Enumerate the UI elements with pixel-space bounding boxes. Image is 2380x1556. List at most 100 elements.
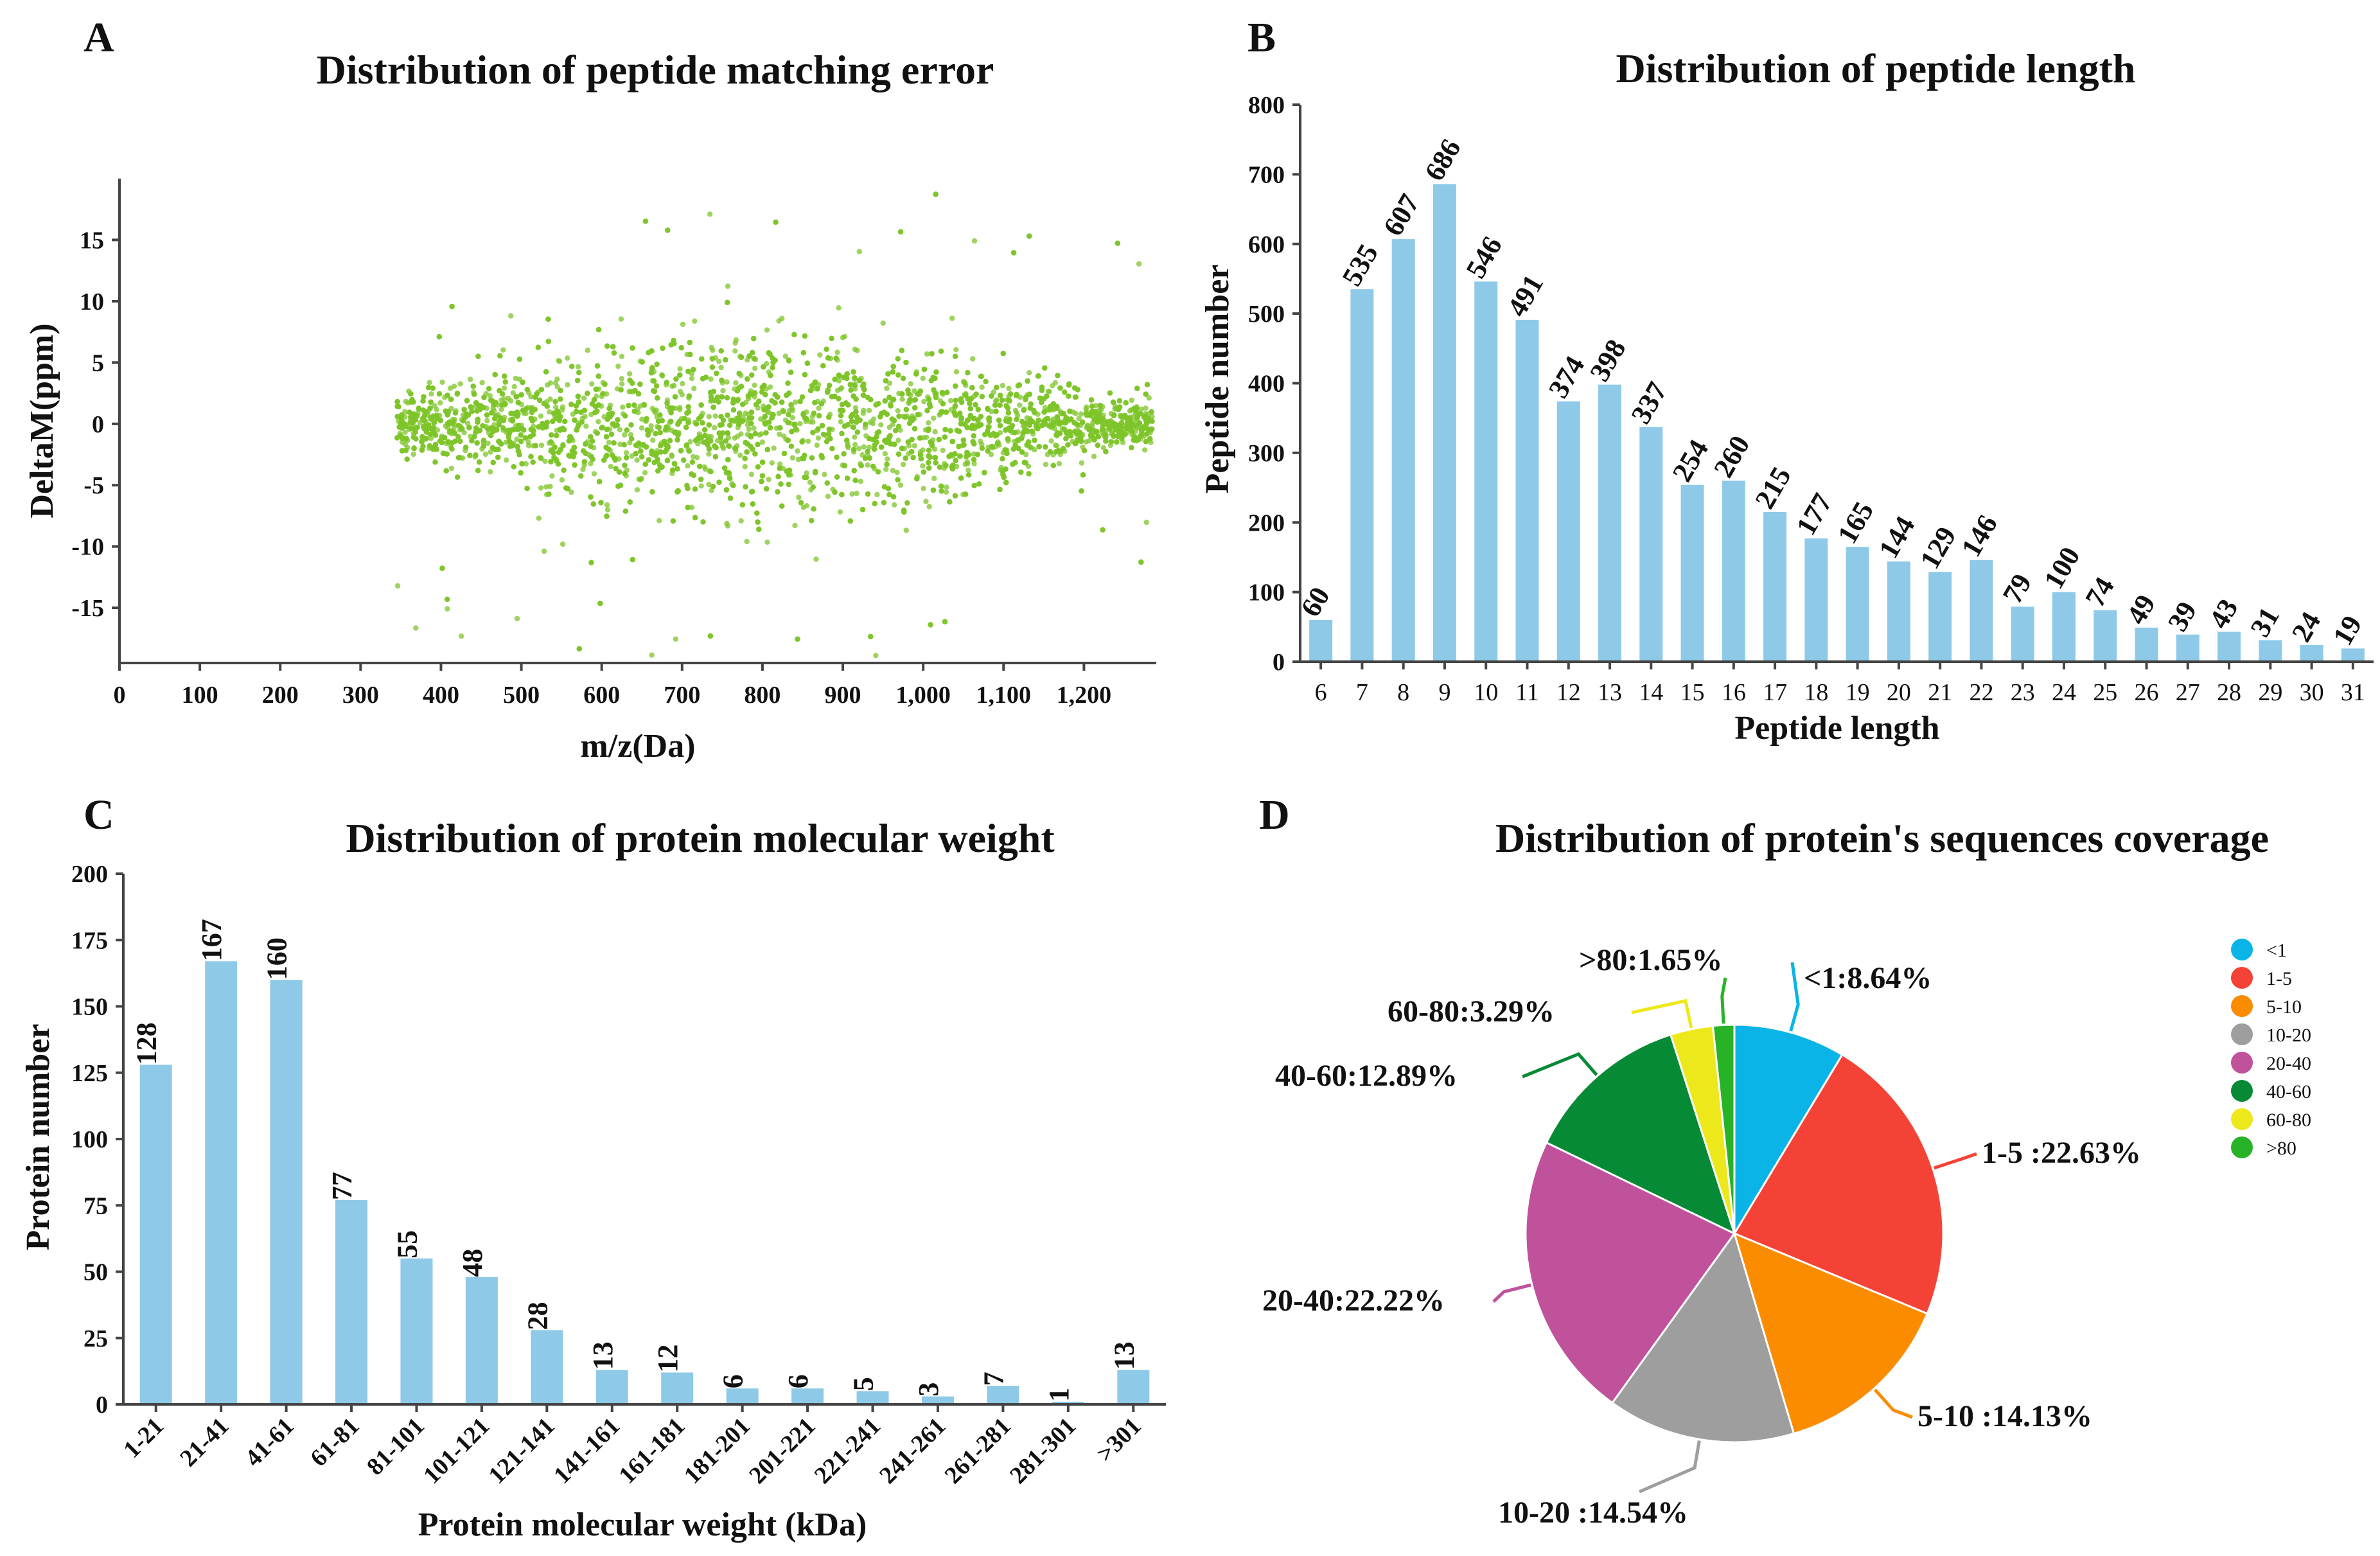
scatter-point <box>775 394 780 400</box>
scatter-point <box>565 355 570 361</box>
scatter-point <box>575 364 581 369</box>
scatter-point <box>973 391 979 397</box>
scatter-point <box>1023 452 1029 457</box>
scatter-point <box>1146 395 1152 401</box>
scatter-point <box>964 450 970 455</box>
scatter-point <box>759 459 766 465</box>
scatter-point <box>875 469 881 475</box>
scatter-point <box>618 316 624 322</box>
scatter-point <box>660 345 666 351</box>
scatter-point <box>749 372 755 378</box>
scatter-point <box>1086 438 1092 444</box>
scatter-point <box>569 489 574 495</box>
scatter-point <box>861 444 867 450</box>
scatter-point <box>622 508 629 514</box>
scatter-point <box>812 470 818 475</box>
scatter-point <box>1046 389 1052 394</box>
scatter-point <box>417 420 423 426</box>
scatter-point <box>944 389 950 395</box>
scatter-point <box>514 436 520 442</box>
scatter-point <box>920 463 926 469</box>
scatter-point <box>493 413 499 419</box>
scatter-point <box>937 464 943 470</box>
scatter-point <box>834 454 840 460</box>
scatter-point <box>852 434 858 440</box>
scatter-point <box>939 409 945 415</box>
scatter-point <box>541 548 547 554</box>
scatter-point <box>923 499 929 504</box>
scatter-point <box>634 442 640 448</box>
scatter-point <box>902 414 908 420</box>
scatter-point <box>1019 419 1025 425</box>
scatter-point <box>719 394 725 400</box>
scatter-point <box>804 475 809 481</box>
scatter-point <box>859 507 866 513</box>
scatter-point <box>620 404 626 410</box>
scatter-point <box>836 305 842 311</box>
scatter-point <box>515 423 522 429</box>
scatter-point <box>842 333 848 340</box>
scatter-point <box>458 633 464 639</box>
scatter-point <box>558 396 563 402</box>
scatter-point <box>712 425 718 430</box>
scatter-point <box>895 356 901 362</box>
scatter-point <box>595 419 601 425</box>
scatter-point <box>886 394 892 400</box>
scatter-point <box>1143 439 1149 445</box>
scatter-point <box>706 451 712 457</box>
scatter-point <box>536 424 542 430</box>
scatter-point <box>601 457 607 463</box>
scatter-point <box>970 439 976 445</box>
scatter-point <box>1080 420 1086 425</box>
scatter-point <box>770 411 775 418</box>
scatter-point <box>566 438 572 444</box>
scatter-point <box>692 318 698 324</box>
scatter-point <box>627 377 633 384</box>
scatter-point <box>944 484 949 490</box>
scatter-point <box>1134 405 1140 411</box>
scatter-point <box>865 448 870 455</box>
scatter-point <box>895 438 901 443</box>
scatter-point <box>964 459 970 465</box>
scatter-point <box>543 484 549 490</box>
scatter-point <box>886 491 892 497</box>
scatter-point <box>1123 400 1129 406</box>
scatter-point <box>789 415 796 421</box>
scatter-point <box>642 461 648 467</box>
scatter-point <box>739 502 746 508</box>
scatter-point <box>730 407 737 413</box>
scatter-point <box>752 366 758 371</box>
scatter-point <box>1107 390 1113 396</box>
scatter-point <box>707 211 713 217</box>
scatter-point <box>781 450 788 457</box>
scatter-point <box>668 410 674 416</box>
scatter-point <box>752 451 758 457</box>
scatter-point <box>858 479 864 484</box>
scatter-point <box>953 369 960 375</box>
scatter-point <box>455 423 462 429</box>
scatter-point <box>979 445 985 451</box>
scatter-point <box>971 461 977 466</box>
scatter-point <box>709 364 716 370</box>
scatter-point <box>842 463 848 469</box>
scatter-point <box>1149 409 1154 415</box>
scatter-point <box>528 405 534 412</box>
scatter-point <box>900 461 906 468</box>
scatter-point <box>561 467 567 473</box>
scatter-point <box>615 363 621 369</box>
scatter-point <box>968 396 974 402</box>
scatter-point <box>604 502 610 508</box>
scatter-point <box>1036 417 1042 423</box>
scatter-point <box>905 387 911 393</box>
scatter-point <box>767 384 773 390</box>
scatter-point <box>856 377 863 384</box>
scatter-point <box>1066 382 1072 388</box>
scatter-point <box>1123 425 1129 432</box>
scatter-point <box>706 414 712 420</box>
scatter-point <box>748 433 754 439</box>
scatter-point <box>777 431 782 438</box>
scatter-point <box>488 432 494 439</box>
scatter-point <box>965 369 971 376</box>
scatter-point <box>884 385 890 391</box>
scatter-point <box>701 464 707 470</box>
